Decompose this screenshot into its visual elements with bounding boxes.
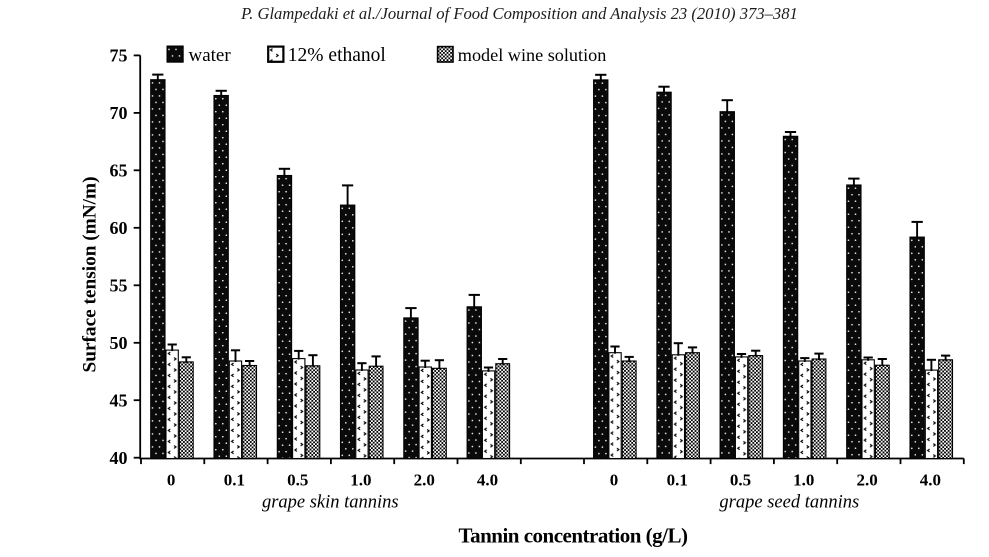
svg-text:Tannin concentration (g/L): Tannin concentration (g/L)	[459, 524, 688, 548]
svg-text:55: 55	[110, 276, 128, 296]
svg-text:model wine solution: model wine solution	[458, 45, 607, 65]
svg-text:grape seed tannins: grape seed tannins	[719, 493, 859, 513]
svg-text:0: 0	[167, 471, 176, 490]
svg-text:water: water	[189, 45, 232, 66]
svg-text:2.0: 2.0	[856, 471, 877, 490]
svg-text:4.0: 4.0	[920, 471, 941, 490]
svg-text:65: 65	[110, 161, 128, 181]
svg-text:40: 40	[110, 448, 128, 468]
svg-text:0.5: 0.5	[730, 471, 751, 490]
svg-text:70: 70	[110, 103, 128, 123]
svg-text:Surface tension (mN/m): Surface tension (mN/m)	[80, 177, 101, 373]
svg-text:0: 0	[610, 471, 619, 490]
svg-text:0.5: 0.5	[287, 471, 308, 490]
svg-text:60: 60	[110, 218, 128, 238]
svg-text:12% ethanol: 12% ethanol	[288, 45, 387, 66]
svg-text:50: 50	[110, 333, 128, 353]
svg-text:2.0: 2.0	[414, 471, 435, 490]
svg-text:0.1: 0.1	[667, 471, 688, 490]
svg-text:1.0: 1.0	[793, 471, 814, 490]
svg-text:75: 75	[110, 46, 128, 66]
svg-text:0.1: 0.1	[224, 471, 245, 490]
svg-text:grape skin tannins: grape skin tannins	[262, 493, 399, 513]
svg-text:1.0: 1.0	[350, 471, 371, 490]
svg-text:P. Glampedaki et al./Journal o: P. Glampedaki et al./Journal of Food Com…	[240, 4, 798, 23]
svg-text:4.0: 4.0	[477, 471, 498, 490]
svg-text:45: 45	[110, 390, 128, 410]
